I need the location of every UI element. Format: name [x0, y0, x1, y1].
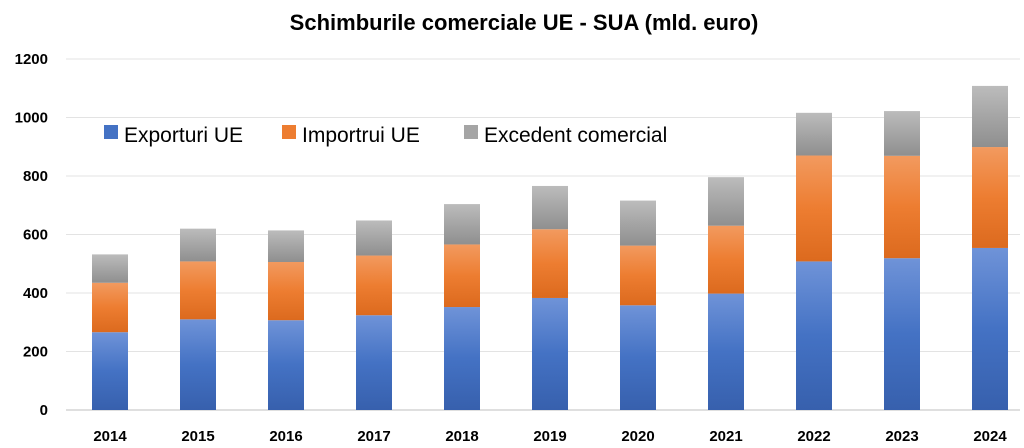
- bar-excedent-2015: [180, 228, 216, 262]
- legend-label-excedent: Excedent comercial: [484, 124, 667, 147]
- y-axis-ticks: 0 200 400 600 800 1000 1200: [15, 51, 48, 419]
- x-tick-label: 2024: [973, 428, 1007, 445]
- x-tick-label: 2019: [533, 428, 566, 445]
- bar-importuri-2019: [532, 229, 568, 298]
- bar-excedent-2016: [268, 230, 304, 262]
- legend-item-importuri: Importrui UE: [282, 124, 420, 147]
- legend-item-exporturi: Exporturi UE: [104, 124, 243, 147]
- x-tick-label: 2014: [93, 428, 127, 445]
- bar-importuri-2021: [708, 225, 744, 294]
- y-tick-label: 600: [23, 227, 48, 244]
- x-axis-ticks: 2014 2015 2016 2017 2018 2019 2020 2021 2022 2023…: [93, 428, 1007, 445]
- legend-swatch-importuri: [282, 125, 296, 139]
- bar-excedent-2024: [972, 85, 1008, 148]
- y-tick-label: 1200: [15, 51, 48, 68]
- x-tick-label: 2023: [885, 428, 918, 445]
- x-tick-label: 2020: [621, 428, 654, 445]
- y-tick-label: 800: [23, 168, 48, 185]
- bar-excedent-2018: [444, 204, 480, 245]
- bar-exporturi-2021: [708, 293, 744, 410]
- x-tick-label: 2015: [181, 428, 214, 445]
- legend-label-exporturi: Exporturi UE: [124, 124, 243, 147]
- legend-swatch-excedent: [464, 125, 478, 139]
- bar-excedent-2014: [92, 254, 128, 283]
- bar-exporturi-2022: [796, 261, 832, 410]
- bar-excedent-2023: [884, 111, 920, 156]
- y-tick-label: 1000: [15, 110, 48, 127]
- bar-exporturi-2019: [532, 297, 568, 410]
- bar-exporturi-2017: [356, 315, 392, 410]
- x-tick-label: 2016: [269, 428, 302, 445]
- bar-importuri-2018: [444, 244, 480, 308]
- y-tick-label: 0: [40, 402, 48, 419]
- bar-importuri-2017: [356, 255, 392, 316]
- y-tick-label: 200: [23, 344, 48, 361]
- bar-importuri-2022: [796, 155, 832, 262]
- legend: Exporturi UE Importrui UE Excedent comer…: [104, 124, 667, 147]
- x-tick-label: 2021: [709, 428, 742, 445]
- bar-importuri-2023: [884, 155, 920, 259]
- x-tick-label: 2022: [797, 428, 830, 445]
- y-tick-label: 400: [23, 285, 48, 302]
- chart-title: Schimburile comerciale UE - SUA (mld. eu…: [290, 10, 759, 35]
- legend-swatch-exporturi: [104, 125, 118, 139]
- bar-exporturi-2014: [92, 332, 128, 410]
- bar-importuri-2024: [972, 147, 1008, 248]
- bar-excedent-2019: [532, 185, 568, 230]
- bar-excedent-2022: [796, 112, 832, 156]
- bar-exporturi-2024: [972, 247, 1008, 410]
- bar-importuri-2014: [92, 282, 128, 333]
- legend-item-excedent: Excedent comercial: [464, 124, 667, 147]
- bar-exporturi-2015: [180, 319, 216, 410]
- bar-excedent-2020: [620, 200, 656, 246]
- bar-exporturi-2023: [884, 258, 920, 410]
- bars: [92, 85, 1008, 410]
- bar-importuri-2016: [268, 261, 304, 321]
- x-tick-label: 2017: [357, 428, 390, 445]
- bar-importuri-2015: [180, 261, 216, 320]
- legend-label-importuri: Importrui UE: [302, 124, 420, 147]
- bar-exporturi-2018: [444, 307, 480, 410]
- bar-exporturi-2016: [268, 320, 304, 410]
- bar-importuri-2020: [620, 245, 656, 306]
- bar-exporturi-2020: [620, 305, 656, 410]
- bar-excedent-2017: [356, 220, 392, 256]
- x-tick-label: 2018: [445, 428, 478, 445]
- bar-excedent-2021: [708, 177, 744, 226]
